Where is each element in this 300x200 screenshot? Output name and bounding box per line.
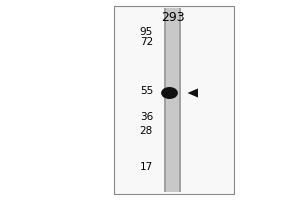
Text: 72: 72 (140, 37, 153, 47)
FancyBboxPatch shape (114, 6, 234, 194)
Polygon shape (188, 88, 198, 98)
Text: 293: 293 (161, 11, 184, 24)
Ellipse shape (161, 87, 178, 99)
Bar (164, 8, 166, 192)
Text: 95: 95 (140, 27, 153, 37)
Text: 17: 17 (140, 162, 153, 172)
Bar (166, 8, 179, 192)
Text: 28: 28 (140, 126, 153, 136)
Bar (179, 8, 181, 192)
Text: 36: 36 (140, 112, 153, 122)
Text: 55: 55 (140, 86, 153, 96)
